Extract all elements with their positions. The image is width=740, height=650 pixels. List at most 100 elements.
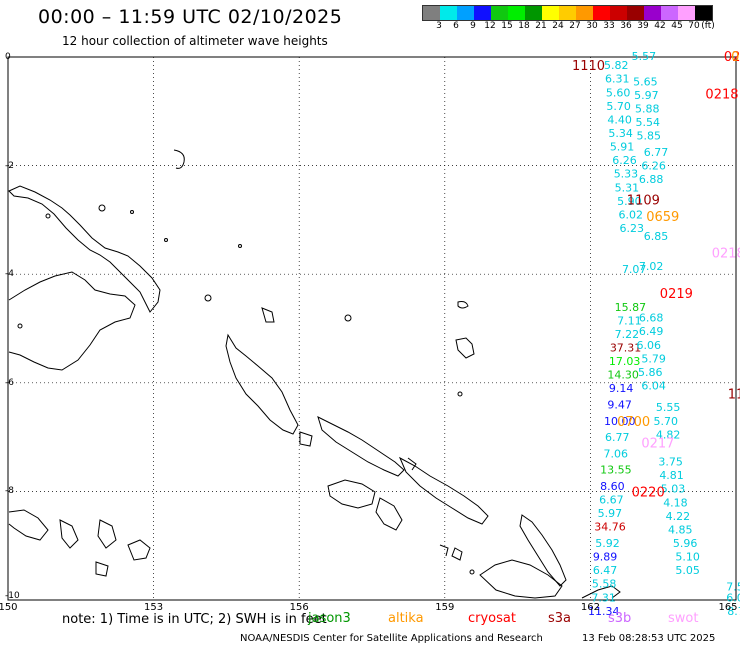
swh-value: 5.03 xyxy=(661,483,686,496)
longitude-tick: 162 xyxy=(580,602,600,613)
swh-value: 6.77 xyxy=(644,146,669,159)
colorbar-unit: (ft) xyxy=(701,21,715,31)
swh-value: 6.26 xyxy=(641,160,666,173)
colorbar-tick: 9 xyxy=(470,21,476,31)
lat-lon-grid xyxy=(7,56,737,601)
colorbar-swatch xyxy=(542,6,559,20)
swh-value: 4.40 xyxy=(607,113,632,126)
colorbar-swatch xyxy=(627,6,644,20)
swh-value: 5.31 xyxy=(615,181,640,194)
colorbar-tick: 42 xyxy=(654,21,666,31)
latitude-tick: 0 xyxy=(5,52,11,62)
colorbar-swatch xyxy=(576,6,593,20)
swh-value: 11.34 xyxy=(588,605,620,618)
swh-value: 5.58 xyxy=(592,578,617,591)
swh-value: 5.82 xyxy=(604,59,629,72)
swh-value: 7.31 xyxy=(591,591,616,604)
colorbar-tick: 36 xyxy=(620,21,632,31)
swh-value: 6.49 xyxy=(639,325,664,338)
colorbar-swatch xyxy=(644,6,661,20)
colorbar-swatch xyxy=(525,6,542,20)
swh-value: 5.70 xyxy=(606,100,631,113)
colorbar-swatch xyxy=(474,6,491,20)
swh-value: 5.05 xyxy=(675,564,700,577)
swh-value: 7.22 xyxy=(615,328,640,341)
colorbar-tick: 33 xyxy=(603,21,615,31)
pass-time-label: 0219 xyxy=(660,287,693,302)
swh-value: 4.82 xyxy=(656,428,681,441)
wave-height-colorbar xyxy=(422,5,713,21)
pass-time-label: 0700 xyxy=(617,415,650,430)
colorbar-tick: 15 xyxy=(501,21,513,31)
swh-value: 7.06 xyxy=(604,447,629,460)
legend-altika: altika xyxy=(388,611,424,626)
colorbar-swatch xyxy=(559,6,576,20)
swh-value: 6.88 xyxy=(639,173,664,186)
swh-value: 5.57 xyxy=(632,50,657,63)
longitude-tick: 150 xyxy=(0,602,18,613)
legend-swot: swot xyxy=(668,611,699,626)
colorbar-swatch xyxy=(661,6,678,20)
swh-value: 5.60 xyxy=(606,86,631,99)
swh-value: 6.23 xyxy=(620,222,645,235)
pass-time-label: 1108 xyxy=(728,388,740,403)
swh-value: 5.88 xyxy=(635,103,660,116)
map-title: 00:00 – 11:59 UTC 02/10/2025 xyxy=(38,6,343,28)
swh-value: 6.07 xyxy=(726,591,740,604)
colorbar-swatch xyxy=(457,6,474,20)
swh-value: 5.33 xyxy=(614,168,639,181)
swh-value: 7.11 xyxy=(617,314,642,327)
swh-value: 14.30 xyxy=(607,369,639,382)
colorbar-tick: 6 xyxy=(453,21,459,31)
swh-value: 5.10 xyxy=(675,551,700,564)
colorbar-tick: 21 xyxy=(535,21,547,31)
colorbar-swatch xyxy=(508,6,525,20)
swh-value: 7.07 xyxy=(622,263,647,276)
credit-line: NOAA/NESDIS Center for Satellite Applica… xyxy=(240,633,543,644)
swh-value: 9.89 xyxy=(593,551,618,564)
pass-time-label: 0217 xyxy=(641,437,674,452)
swh-value: 5.55 xyxy=(656,401,681,414)
colorbar-swatch xyxy=(610,6,627,20)
longitude-tick: 159 xyxy=(435,602,455,613)
swh-value: 5.34 xyxy=(608,127,633,140)
colorbar-tick: 12 xyxy=(484,21,496,31)
swh-value: 5.90 xyxy=(617,195,642,208)
swh-value: 10.00 xyxy=(604,415,636,428)
pass-time-label: 0659 xyxy=(646,210,679,225)
colorbar-tick: 3 xyxy=(436,21,442,31)
pass-time-label: 0218 xyxy=(705,87,738,102)
swh-value: 5.96 xyxy=(673,537,698,550)
pass-time-label: 0218 xyxy=(712,246,740,261)
swh-value: 4.18 xyxy=(663,496,688,509)
colorbar-swatch xyxy=(491,6,508,20)
longitude-tick: 165 xyxy=(718,602,738,613)
map-subtitle: 12 hour collection of altimeter wave hei… xyxy=(62,34,328,48)
swh-value: 5.65 xyxy=(633,75,658,88)
swh-value: 9.14 xyxy=(609,382,634,395)
generated-timestamp: 13 Feb 08:28:53 UTC 2025 xyxy=(582,633,716,644)
colorbar-tick: 45 xyxy=(671,21,683,31)
swh-value: 6.06 xyxy=(637,339,662,352)
swh-value: 34.76 xyxy=(594,521,626,534)
latitude-tick: -10 xyxy=(5,591,20,601)
swh-value: 5.97 xyxy=(634,89,659,102)
swh-value: 17.03 xyxy=(609,355,641,368)
legend-jason3: jason3 xyxy=(308,611,351,626)
swh-value: 6.31 xyxy=(605,73,630,86)
swh-value: 6.85 xyxy=(644,230,669,243)
swh-value: 13.55 xyxy=(600,464,632,477)
colorbar-swatch xyxy=(593,6,610,20)
swh-value: 6.47 xyxy=(593,564,618,577)
swh-value: 6.26 xyxy=(612,154,637,167)
pass-time-label: 1110 xyxy=(572,59,605,74)
swh-value: 4.22 xyxy=(666,510,691,523)
swh-value: 8.79 xyxy=(727,605,740,618)
colorbar-tick: 18 xyxy=(518,21,530,31)
swh-value: 7.02 xyxy=(639,260,664,273)
swh-value: 6.04 xyxy=(641,380,666,393)
swh-value: 6.77 xyxy=(605,431,630,444)
legend-s3a: s3a xyxy=(548,611,572,626)
swh-value: 5.92 xyxy=(595,537,620,550)
